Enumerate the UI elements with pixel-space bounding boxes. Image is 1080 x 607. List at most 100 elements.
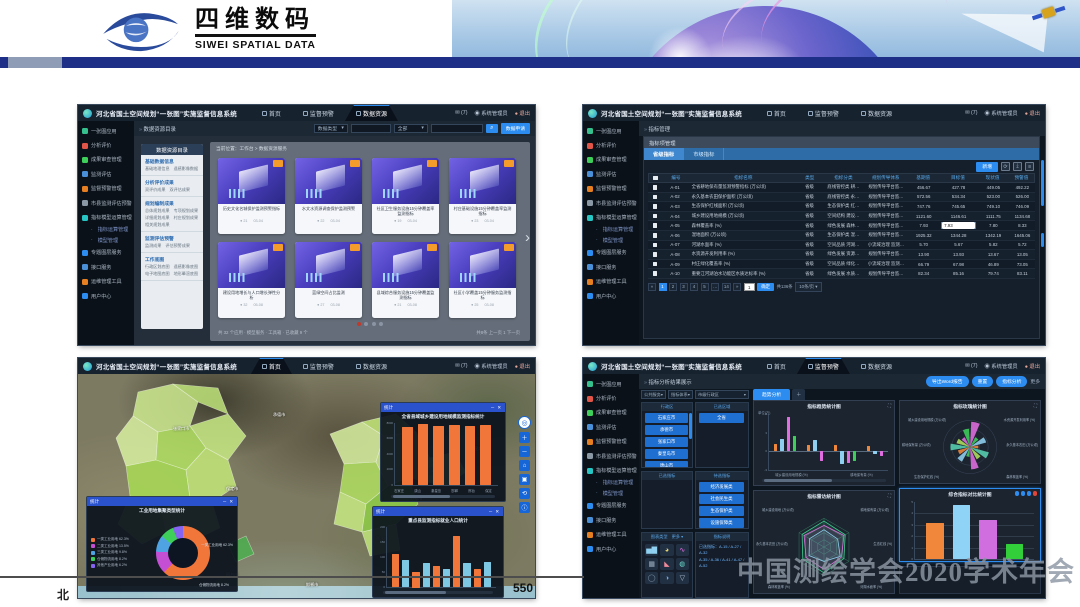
sidebar-item[interactable]: 分析评价	[78, 138, 134, 152]
indicator-class-button[interactable]: 设施保障类	[699, 518, 744, 528]
nav-tab-1[interactable]: 首页	[756, 358, 797, 374]
logout-button[interactable]: ● 退出	[514, 364, 530, 370]
column-header[interactable]: 基期值	[916, 175, 931, 180]
chart-type-icon[interactable]: ▽	[675, 572, 689, 584]
row-checkbox[interactable]	[652, 252, 658, 257]
table-tool-icon[interactable]: ⟳	[1001, 162, 1010, 171]
row-checkbox[interactable]	[652, 242, 658, 248]
nav-tab-3[interactable]: 数据资源	[345, 105, 398, 121]
messages-button[interactable]: ✉ (7)	[965, 110, 978, 116]
pager-confirm-button[interactable]: 确定	[757, 282, 775, 291]
chart-type-icon[interactable]: ▅▇	[645, 544, 659, 556]
table-row[interactable]: A-10 重要江河湖泊水功能区水质达标率 (%) 省级 绿色发展 水质… 规划传导平台监…	[648, 269, 1035, 279]
region-button[interactable]: 唐山市	[645, 461, 688, 467]
sidebar-item[interactable]: 专题图层服务	[78, 246, 134, 260]
map-tool-button[interactable]: ⓘ	[519, 502, 530, 513]
legend-item[interactable]: 三类工业用地 9.8%	[91, 550, 137, 555]
sidebar-item[interactable]: 指标运算管理	[78, 225, 134, 236]
carousel-dot[interactable]	[379, 322, 384, 326]
row-checkbox[interactable]	[652, 271, 658, 276]
user-menu[interactable]: ◉ 系统管理员	[474, 364, 508, 370]
catalog-section-title[interactable]: 工作底图	[145, 258, 165, 263]
search-button[interactable]: ⌕	[485, 124, 498, 133]
filter-input[interactable]	[350, 124, 391, 133]
row-checkbox[interactable]	[652, 223, 658, 228]
system-select[interactable]: 指标体系 ▾	[668, 390, 693, 399]
sidebar-item[interactable]: 一张图应用	[78, 124, 134, 138]
table-row[interactable]: A-03 生态保护红线面积 (万公顷) 省级 生态保护类 红… 规划传导平台监… 747.…	[648, 202, 1035, 212]
sidebar-item[interactable]: 模型管理	[583, 488, 639, 499]
expand-icon[interactable]: ⛶	[887, 493, 891, 498]
map-tool-button[interactable]: ▣	[519, 474, 530, 485]
sidebar-item[interactable]: 一张图应用	[583, 377, 639, 391]
sidebar-item[interactable]: 专题图层服务	[583, 246, 639, 260]
table-row[interactable]: A-02 永久基本农田保护面积 (万公顷) 省级 底线管控类 永… 规划传导平台监… 57…	[648, 192, 1035, 203]
pager-page[interactable]: 1	[658, 282, 667, 291]
table-tool-icon[interactable]: ⤓	[1013, 162, 1022, 171]
legend-item[interactable]: 二类工业用地 13.5%	[91, 544, 137, 549]
sidebar-item[interactable]: 监督预警管理	[78, 182, 134, 196]
sidebar-item[interactable]: 用户中心	[583, 289, 639, 303]
legend-item[interactable]: 其他产业用地 6.2%	[91, 563, 137, 568]
sidebar-item[interactable]: 市县监测评估预警	[583, 449, 639, 463]
table-row[interactable]: A-01 全省耕地保有量监测预警指标 (万公顷) 省级 底线管控类 耕… 规划传导平台监…	[648, 183, 1035, 193]
nav-tab-2[interactable]: 监督预警	[292, 105, 345, 121]
column-header[interactable]: 现状值	[985, 175, 1000, 180]
sidebar-item[interactable]: 运维管理工具	[78, 275, 134, 289]
catalog-entry[interactable]: 遥感影像底图	[173, 264, 199, 269]
nav-tab-3[interactable]: 数据资源	[850, 358, 903, 374]
map-canvas[interactable]: 张家口市承德市秦皇岛市唐山市保定市石家庄市沧州市衡水市邢台市邯郸市 ◎＋－⌂▣⟲…	[78, 374, 535, 598]
sidebar-item[interactable]: 模型管理	[78, 235, 134, 246]
scrollbar[interactable]	[689, 413, 692, 439]
picker-more[interactable]: 更多 ▾	[671, 534, 684, 539]
app-card[interactable]: 建设用地增长与人口增长弹性分析 ● 32 05-08	[218, 242, 285, 318]
user-menu[interactable]: ◉ 系统管理员	[984, 364, 1018, 370]
nav-tab-1[interactable]: 首页	[251, 358, 292, 374]
app-card[interactable]: 水文水资源调查保护监测预警 ● 22 03-04	[295, 158, 362, 234]
sidebar-item[interactable]: 运维管理工具	[583, 528, 639, 542]
column-header[interactable]: 预警值	[1014, 175, 1029, 180]
catalog-section-title[interactable]: 规划编制成果	[145, 202, 174, 207]
chart-type-icon[interactable]: ◑	[660, 572, 674, 584]
row-checkbox[interactable]	[652, 233, 658, 238]
panel-action-buttons[interactable]	[1014, 491, 1037, 496]
selected-region-button[interactable]: 全省	[699, 413, 744, 423]
sidebar-item[interactable]: 监测评估	[583, 167, 639, 181]
app-card[interactable]: 社区卫生服务设施15分钟覆盖率监测指标 ● 19 03-04	[372, 158, 439, 234]
sidebar-item[interactable]: 成果审查管理	[78, 153, 134, 167]
indicator-class-button[interactable]: 经济发展类	[699, 482, 744, 492]
editable-cell-input[interactable]: 7.93	[941, 221, 976, 230]
row-checkbox[interactable]	[652, 261, 658, 267]
filter-select[interactable]: 数据类型 ▾	[313, 124, 348, 133]
region-button[interactable]: 张家口市	[645, 437, 688, 447]
tab-trend-analysis[interactable]: 趋势分析	[753, 389, 791, 400]
table-row[interactable]: A-09 村庄绿化覆盖率 (%) 省级 空间品质 绿化… 小流域治理 监测… 66.79 6…	[648, 259, 1035, 270]
column-header[interactable]: 目标值	[951, 175, 965, 180]
sidebar-item[interactable]: 监督预警管理	[583, 182, 639, 196]
chevron-right-icon[interactable]: ›	[525, 228, 530, 246]
column-header[interactable]: 规划传导体系	[871, 175, 900, 180]
sidebar-item[interactable]: 指标运算管理	[583, 225, 639, 236]
map-compass-button[interactable]: ◎	[518, 416, 531, 429]
catalog-section-title[interactable]: 分析评价成果	[145, 181, 174, 186]
catalog-entry[interactable]: 双评估成果	[169, 187, 190, 192]
pager-goto-input[interactable]: 1	[743, 282, 755, 291]
select-all-checkbox[interactable]	[649, 175, 662, 181]
stat-panel-industrial-donut[interactable]: 统计 ─ ✕ 工业用地集聚类型统计 一类工业用地 62.3% 二类工业用地 13.5…	[86, 496, 238, 592]
sidebar-item[interactable]: 用户中心	[583, 542, 639, 556]
catalog-entry[interactable]: 基础地理信息	[145, 166, 170, 171]
app-card[interactable]: 社区小学覆盖15分钟服务监测指标 ● 25 03-08	[449, 242, 516, 318]
nav-tab-2[interactable]: 监督预警	[797, 105, 850, 121]
catalog-entry[interactable]: 总体规划成果	[145, 208, 170, 213]
stat-panel-population[interactable]: 统计 ─ ✕ 重点县监测指标就业人口统计 200 150 100 50 0	[372, 506, 504, 598]
logout-button[interactable]: ● 退出	[1024, 364, 1040, 370]
stat-panel-construction[interactable]: 统计 ─ ✕ 全省县域城乡建设用地规模监测指标统计 8000 6000 4000 200…	[380, 402, 506, 502]
sidebar-item[interactable]: 接口服务	[583, 513, 639, 527]
table-tool-icon[interactable]: ≡	[1025, 162, 1034, 171]
chart-type-icon[interactable]: ▦	[645, 558, 659, 570]
catalog-entry[interactable]: 村庄规划成果	[173, 215, 199, 220]
sidebar-item[interactable]: 监测评估	[583, 420, 639, 434]
map-tool-button[interactable]: ＋	[519, 432, 530, 443]
nav-tab-2[interactable]: 监督预警	[797, 358, 850, 374]
table-row[interactable]: A-06 湿地面积 (万公顷) 省级 生态保护类 湿… 规划传导平台监… 1925.32 1…	[648, 230, 1035, 241]
